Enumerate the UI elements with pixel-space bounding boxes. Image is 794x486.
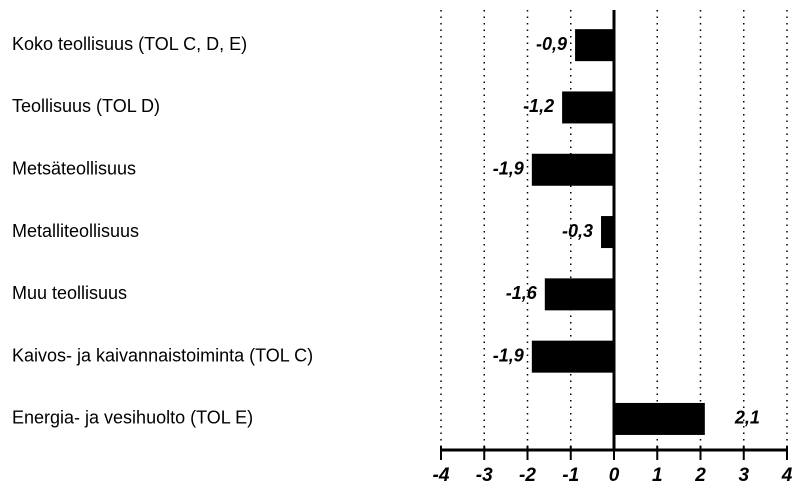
x-tick-label: -2 (519, 465, 536, 486)
x-tick-label: 2 (694, 465, 706, 486)
x-tick-label: 0 (609, 465, 620, 486)
x-tick-label: 1 (652, 465, 663, 486)
bar (531, 153, 614, 186)
bar (601, 216, 614, 249)
category-label: Muu teollisuus (12, 283, 127, 303)
value-label: -1,9 (493, 159, 524, 179)
x-tick-label: 3 (738, 465, 749, 486)
x-tick-label: -1 (562, 465, 579, 486)
category-label: Metsäteollisuus (12, 159, 136, 179)
bar (575, 29, 614, 62)
category-label: Metalliteollisuus (12, 221, 139, 241)
value-label: -1,6 (506, 283, 538, 303)
category-label: Koko teollisuus (TOL C, D, E) (12, 34, 247, 54)
category-label: Teollisuus (TOL D) (12, 96, 160, 116)
value-label: -0,9 (536, 34, 567, 54)
bar (544, 278, 614, 311)
category-label: Energia- ja vesihuolto (TOL E) (12, 408, 253, 428)
category-label: Kaivos- ja kaivannaistoiminta (TOL C) (12, 345, 313, 365)
value-label: -0,3 (562, 221, 593, 241)
bar (614, 402, 705, 435)
value-label: 2,1 (734, 408, 760, 428)
x-tick-label: -4 (433, 465, 450, 486)
value-label: -1,9 (493, 345, 524, 365)
x-tick-label: 4 (781, 465, 793, 486)
bar (562, 91, 614, 124)
value-label: -1,2 (523, 96, 554, 116)
x-tick-label: -3 (476, 465, 493, 486)
bar (531, 340, 614, 373)
